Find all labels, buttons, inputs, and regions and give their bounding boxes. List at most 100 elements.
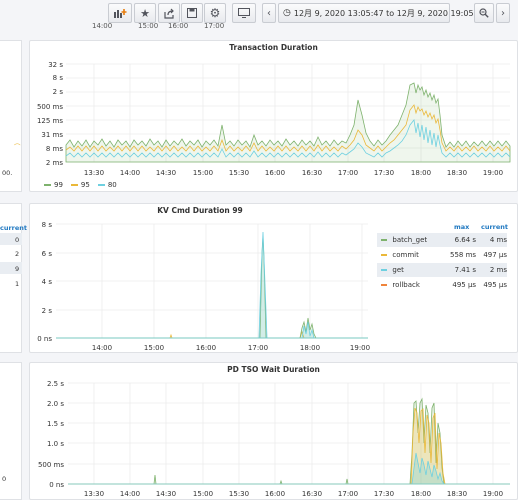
legend-item-99[interactable]: 99 bbox=[44, 181, 63, 189]
legend-header-current[interactable]: current bbox=[481, 223, 509, 231]
gridlines bbox=[56, 223, 368, 338]
panel-title[interactable]: PD TSO Wait Duration bbox=[227, 365, 320, 374]
legend-item-95[interactable]: 95 bbox=[70, 181, 90, 189]
x-tick-label: 15:00 bbox=[193, 169, 213, 177]
legend-header-max[interactable]: max bbox=[454, 223, 470, 231]
x-tick: 17:00 bbox=[204, 22, 225, 30]
transaction-legend: 99 95 80 bbox=[44, 181, 125, 189]
save-icon bbox=[187, 8, 197, 18]
x-tick-label: 18:30 bbox=[447, 169, 467, 177]
tv-mode-button[interactable] bbox=[232, 3, 256, 23]
kv-cmd-duration-graph: 8 s 6 s 4 s 2 s 0 ns 14:00 15:00 16:00 1… bbox=[37, 221, 370, 352]
panel-title[interactable]: Transaction Duration bbox=[229, 43, 318, 52]
save-button[interactable] bbox=[181, 3, 203, 23]
x-tick-label: 16:00 bbox=[265, 490, 285, 498]
x-tick-label: 17:00 bbox=[338, 490, 358, 498]
series-cyan-line bbox=[68, 452, 510, 485]
previous-panel-axis-strip: 14:00 15:00 16:00 17:00 bbox=[28, 20, 518, 32]
fragment-current-value: 2 bbox=[15, 250, 20, 258]
star-icon: ★ bbox=[140, 6, 150, 20]
zoom-out-button[interactable] bbox=[474, 3, 494, 23]
time-range-label: 12月 9, 2020 13:05:47 to 12月 9, 2020 19:0… bbox=[293, 8, 487, 18]
x-tick-label: 17:30 bbox=[374, 490, 394, 498]
series-80-line bbox=[65, 119, 511, 158]
y-axis: 32 s 8 s 2 s 500 ms 125 ms 31 ms 8 ms 2 … bbox=[37, 61, 63, 167]
y-tick-label: 1.5 s bbox=[47, 420, 64, 428]
share-button[interactable] bbox=[158, 3, 180, 23]
y-tick-label: 31 ms bbox=[41, 131, 63, 139]
x-tick-label: 17:00 bbox=[338, 169, 358, 177]
y-tick-label: 2.5 s bbox=[47, 380, 64, 388]
y-tick-label: 4 s bbox=[42, 278, 53, 286]
time-range-picker[interactable]: ◷ 12月 9, 2020 13:05:47 to 12月 9, 2020 19… bbox=[278, 3, 486, 23]
y-tick-label: 0 ns bbox=[49, 481, 64, 489]
y-tick-label: 2 ms bbox=[46, 159, 63, 167]
left-panel-fragment-2: current 0 2 9 1 bbox=[0, 203, 27, 353]
add-panel-icon bbox=[114, 9, 127, 18]
y-tick-label: 32 s bbox=[48, 61, 63, 69]
legend-item-80[interactable]: 80 bbox=[97, 181, 117, 189]
legend-row-batch-get[interactable]: batch_get 6.64 s 4 ms bbox=[377, 233, 507, 247]
x-axis: 13:30 14:00 14:30 15:00 15:30 16:00 16:3… bbox=[84, 490, 503, 498]
panel-pd-tso-wait-duration: PD TSO Wait Duration 2.5 s 2.0 s 1.5 s 1… bbox=[29, 362, 518, 500]
chevron-left-icon: ‹ bbox=[267, 7, 271, 19]
x-tick-label: 17:30 bbox=[374, 169, 394, 177]
gridlines bbox=[66, 63, 510, 163]
panel-kv-cmd-duration: KV Cmd Duration 99 8 s 6 s 4 s 2 s 0 ns … bbox=[29, 203, 518, 353]
series-yellow-line bbox=[68, 407, 510, 485]
share-icon bbox=[163, 8, 174, 19]
y-tick-label: 8 ms bbox=[46, 145, 63, 153]
panel-title[interactable]: KV Cmd Duration 99 bbox=[157, 206, 243, 215]
clock-icon: ◷ bbox=[283, 8, 291, 18]
series-commit-line bbox=[56, 330, 368, 339]
pd-tso-wait-graph: 2.5 s 2.0 s 1.5 s 1.0 s 500 ms 0 ns 13:3… bbox=[38, 380, 510, 498]
x-tick-label: 16:30 bbox=[302, 490, 322, 498]
fragment-current-value: 0 bbox=[15, 236, 20, 244]
time-forward-button[interactable]: › bbox=[496, 3, 510, 23]
dashboard-toolbar: ★ ⚙ ‹ ◷ 12月 9, 2020 13:05:47 to 12月 9, 2… bbox=[0, 0, 518, 28]
series-lines bbox=[65, 82, 511, 163]
x-tick-label: 15:00 bbox=[144, 344, 164, 352]
series-get-line bbox=[56, 231, 368, 339]
transaction-duration-graph: 32 s 8 s 2 s 500 ms 125 ms 31 ms 8 ms 2 … bbox=[37, 61, 511, 177]
x-tick: 14:00 bbox=[92, 22, 113, 30]
series-batch-get-line bbox=[56, 235, 368, 339]
x-tick-label: 14:30 bbox=[156, 490, 176, 498]
fragment-current-value: 9 bbox=[15, 265, 20, 273]
time-back-button[interactable]: ‹ bbox=[262, 3, 276, 23]
x-tick-label: 17:00 bbox=[248, 344, 268, 352]
y-tick-label: 2 s bbox=[42, 307, 53, 315]
x-tick-label: 19:00 bbox=[483, 490, 503, 498]
x-tick: 16:00 bbox=[168, 22, 189, 30]
y-tick-label: 6 s bbox=[42, 250, 53, 258]
fragment-value: 00. bbox=[2, 169, 13, 177]
legend-row-get[interactable]: get 7.41 s 2 ms bbox=[377, 263, 507, 277]
fragment-current-value: 1 bbox=[15, 280, 20, 288]
y-tick-label: 500 ms bbox=[37, 103, 63, 111]
y-axis: 8 s 6 s 4 s 2 s 0 ns bbox=[37, 221, 52, 343]
panel-transaction-duration: Transaction Duration 32 s 8 s 2 s 500 ms… bbox=[29, 40, 518, 192]
add-panel-button[interactable] bbox=[108, 3, 132, 23]
x-tick-label: 14:00 bbox=[120, 490, 140, 498]
settings-icon: ⚙ bbox=[209, 6, 221, 20]
legend-row-commit[interactable]: commit 558 ms 497 µs bbox=[377, 248, 507, 262]
legend-row-rollback[interactable]: rollback 495 µs 495 µs bbox=[377, 278, 507, 292]
fragment-mark: ⌒ bbox=[14, 143, 21, 151]
x-tick-label: 18:30 bbox=[447, 490, 467, 498]
x-tick-label: 15:30 bbox=[229, 169, 249, 177]
x-tick-label: 14:30 bbox=[156, 169, 176, 177]
settings-button[interactable]: ⚙ bbox=[204, 3, 226, 23]
x-tick-label: 18:00 bbox=[300, 344, 320, 352]
star-button[interactable]: ★ bbox=[134, 3, 156, 23]
x-tick-label: 13:30 bbox=[84, 490, 104, 498]
x-tick-label: 14:00 bbox=[92, 344, 112, 352]
x-axis: 14:00 15:00 16:00 17:00 18:00 19:00 bbox=[92, 344, 370, 352]
y-tick-label: 2.0 s bbox=[47, 400, 64, 408]
zoom-out-icon bbox=[479, 8, 489, 18]
y-tick-label: 8 s bbox=[53, 74, 64, 82]
x-tick-label: 18:00 bbox=[411, 490, 431, 498]
x-tick-label: 19:00 bbox=[483, 169, 503, 177]
x-tick-label: 15:30 bbox=[229, 490, 249, 498]
y-tick-label: 0 ns bbox=[37, 335, 52, 343]
x-tick-label: 13:30 bbox=[84, 169, 104, 177]
